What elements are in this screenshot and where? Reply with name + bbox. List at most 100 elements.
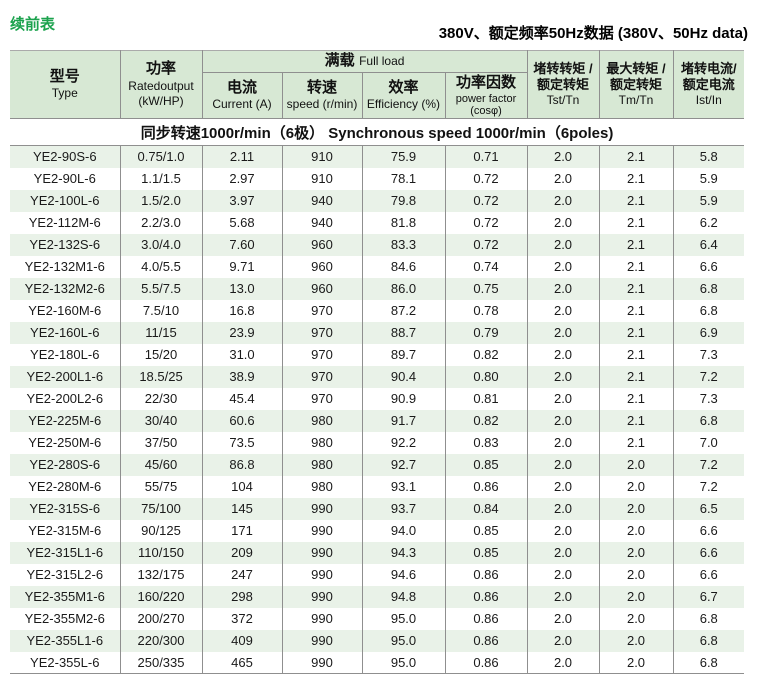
efficiency-cell: 95.0	[362, 607, 446, 630]
tm-tn-cell: 2.1	[599, 387, 674, 410]
continued-table-label: 续前表	[10, 16, 56, 33]
current-cell: 298	[202, 585, 283, 608]
current-cell: 209	[202, 541, 283, 564]
rated-output-cell: 7.5/10	[120, 299, 203, 322]
rated-output-cell: 4.0/5.5	[120, 255, 203, 278]
efficiency-cell: 89.7	[362, 343, 446, 366]
ist-in-cell: 5.9	[673, 167, 745, 190]
tst-tn-cell: 2.0	[527, 255, 600, 278]
model-cell: YE2-250M-6	[10, 431, 121, 454]
efficiency-cell: 88.7	[362, 321, 446, 344]
page-title: 380V、额定频率50Hz数据 (380V、50Hz data)	[438, 25, 748, 42]
table-row: YE2-355M1-6 160/220 298 990 94.8 0.86 2.0 2.0 6.…	[10, 585, 745, 608]
header-full-load-en: Full load	[359, 54, 405, 69]
header-power-factor: 功率因数 power factor (cosφ)	[445, 72, 528, 119]
current-cell: 86.8	[202, 453, 283, 476]
header-type-zh: 型号	[49, 67, 80, 85]
current-cell: 45.4	[202, 387, 283, 410]
header-ist-in-zh1: 堵转电流/	[680, 61, 737, 77]
power-factor-cell: 0.83	[445, 431, 528, 454]
current-cell: 171	[202, 519, 283, 542]
motor-spec-table: 型号 Type 功率 Ratedoutput (kW/HP) 满载 Full l…	[10, 50, 745, 674]
header-speed-en: speed (r/min)	[286, 97, 358, 112]
speed-cell: 990	[282, 585, 363, 608]
efficiency-cell: 94.3	[362, 541, 446, 564]
header-full-load-zh: 满载	[324, 52, 355, 70]
speed-cell: 990	[282, 497, 363, 520]
current-cell: 145	[202, 497, 283, 520]
speed-cell: 970	[282, 387, 363, 410]
power-factor-cell: 0.72	[445, 233, 528, 256]
power-factor-cell: 0.85	[445, 541, 528, 564]
tst-tn-cell: 2.0	[527, 189, 600, 212]
rated-output-cell: 2.2/3.0	[120, 211, 203, 234]
model-cell: YE2-200L1-6	[10, 365, 121, 388]
power-factor-cell: 0.86	[445, 563, 528, 586]
table-row: YE2-132M1-6 4.0/5.5 9.71 960 84.6 0.74 2.0 2.1 6…	[10, 255, 745, 278]
efficiency-cell: 75.9	[362, 145, 446, 168]
speed-cell: 910	[282, 145, 363, 168]
model-cell: YE2-355L-6	[10, 651, 121, 674]
speed-cell: 990	[282, 541, 363, 564]
tst-tn-cell: 2.0	[527, 431, 600, 454]
table-row: YE2-355M2-6 200/270 372 990 95.0 0.86 2.0 2.0 6.…	[10, 607, 745, 630]
header-power-factor-unit: (cosφ)	[470, 104, 502, 117]
tst-tn-cell: 2.0	[527, 233, 600, 256]
rated-output-cell: 200/270	[120, 607, 203, 630]
table-row: YE2-280S-6 45/60 86.8 980 92.7 0.85 2.0 2.0 7.2	[10, 453, 745, 476]
model-cell: YE2-132M1-6	[10, 255, 121, 278]
current-cell: 409	[202, 629, 283, 652]
tm-tn-cell: 2.1	[599, 145, 674, 168]
table-row: YE2-132M2-6 5.5/7.5 13.0 960 86.0 0.75 2.0 2.1 6…	[10, 277, 745, 300]
model-cell: YE2-132M2-6	[10, 277, 121, 300]
rated-output-cell: 110/150	[120, 541, 203, 564]
efficiency-cell: 86.0	[362, 277, 446, 300]
power-factor-cell: 0.79	[445, 321, 528, 344]
model-cell: YE2-200L2-6	[10, 387, 121, 410]
model-cell: YE2-355L1-6	[10, 629, 121, 652]
header-tst-tn-zh1: 堵转转矩 /	[533, 61, 593, 77]
power-factor-cell: 0.75	[445, 277, 528, 300]
speed-cell: 970	[282, 299, 363, 322]
tst-tn-cell: 2.0	[527, 519, 600, 542]
table-header: 型号 Type 功率 Ratedoutput (kW/HP) 满载 Full l…	[10, 50, 745, 119]
rated-output-cell: 0.75/1.0	[120, 145, 203, 168]
header-current: 电流 Current (A)	[202, 72, 283, 119]
current-cell: 13.0	[202, 277, 283, 300]
efficiency-cell: 92.7	[362, 453, 446, 476]
header-speed: 转速 speed (r/min)	[282, 72, 363, 119]
table-row: YE2-90L-6 1.1/1.5 2.97 910 78.1 0.72 2.0 2.1 5.9	[10, 167, 745, 190]
current-cell: 38.9	[202, 365, 283, 388]
model-cell: YE2-355M1-6	[10, 585, 121, 608]
power-factor-cell: 0.72	[445, 189, 528, 212]
table-row: YE2-200L1-6 18.5/25 38.9 970 90.4 0.80 2.0 2.1 7…	[10, 365, 745, 388]
table-row: YE2-355L1-6 220/300 409 990 95.0 0.86 2.0 2.0 6.…	[10, 629, 745, 652]
tst-tn-cell: 2.0	[527, 365, 600, 388]
current-cell: 2.11	[202, 145, 283, 168]
efficiency-cell: 95.0	[362, 629, 446, 652]
table-row: YE2-200L2-6 22/30 45.4 970 90.9 0.81 2.0 2.1 7.3	[10, 387, 745, 410]
header-ist-in-zh2: 额定电流	[682, 77, 735, 92]
tst-tn-cell: 2.0	[527, 343, 600, 366]
header-tm-tn-zh1: 最大转矩 /	[606, 61, 666, 77]
table-row: YE2-160M-6 7.5/10 16.8 970 87.2 0.78 2.0 2.1 6.8	[10, 299, 745, 322]
current-cell: 7.60	[202, 233, 283, 256]
rated-output-cell: 250/335	[120, 651, 203, 674]
tm-tn-cell: 2.1	[599, 321, 674, 344]
header-ist-in: 堵转电流/ 额定电流 Ist/In	[673, 50, 745, 119]
header-rated-output-en: Ratedoutput	[128, 78, 194, 93]
current-cell: 31.0	[202, 343, 283, 366]
tst-tn-cell: 2.0	[527, 475, 600, 498]
power-factor-cell: 0.86	[445, 475, 528, 498]
speed-cell: 960	[282, 255, 363, 278]
header-efficiency-zh: 效率	[388, 78, 419, 96]
tst-tn-cell: 2.0	[527, 563, 600, 586]
tm-tn-cell: 2.1	[599, 365, 674, 388]
table-row: YE2-180L-6 15/20 31.0 970 89.7 0.82 2.0 2.1 7.3	[10, 343, 745, 366]
model-cell: YE2-160M-6	[10, 299, 121, 322]
header-tm-tn-en: Tm/Tn	[618, 92, 654, 107]
ist-in-cell: 7.3	[673, 343, 745, 366]
power-factor-cell: 0.85	[445, 453, 528, 476]
ist-in-cell: 6.5	[673, 497, 745, 520]
efficiency-cell: 78.1	[362, 167, 446, 190]
